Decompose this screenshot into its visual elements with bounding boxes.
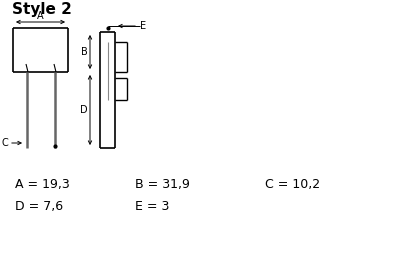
Text: A = 19,3: A = 19,3 [15,178,70,191]
Text: Style 2: Style 2 [12,2,72,17]
Text: E = 3: E = 3 [135,200,169,213]
Text: A: A [37,11,44,21]
Text: C: C [2,138,9,148]
Text: D = 7,6: D = 7,6 [15,200,63,213]
Text: B: B [81,47,88,57]
Text: D: D [80,105,88,115]
Text: B = 31,9: B = 31,9 [135,178,190,191]
Text: C = 10,2: C = 10,2 [265,178,320,191]
Text: E: E [140,21,146,31]
